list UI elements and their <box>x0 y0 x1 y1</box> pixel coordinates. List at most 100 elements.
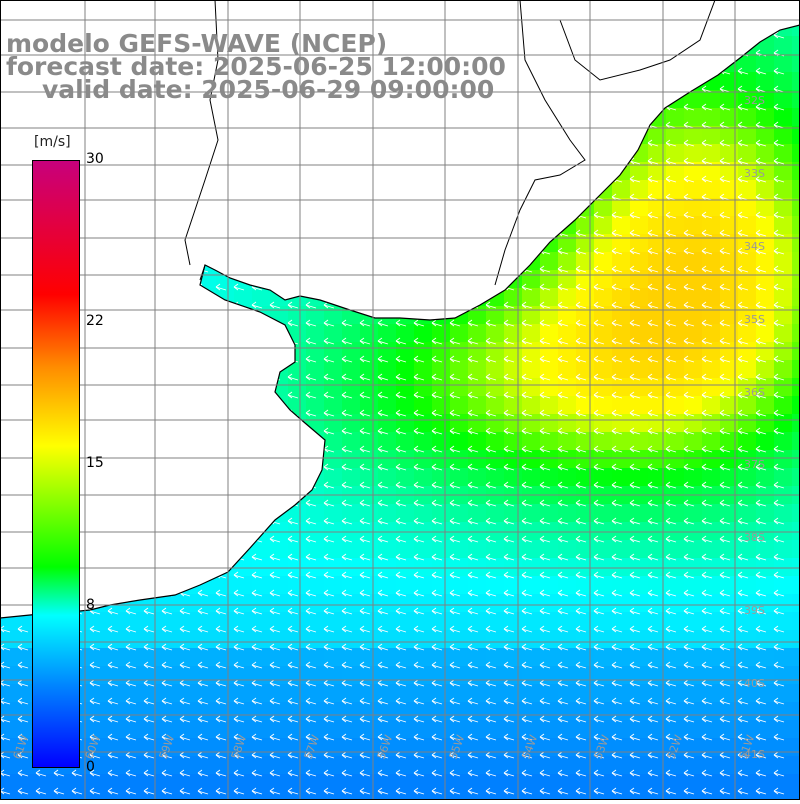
wind-arrow <box>485 769 497 777</box>
wind-arrow <box>683 607 695 615</box>
field-cell <box>738 558 756 576</box>
wind-arrow <box>647 715 659 723</box>
wind-arrow <box>521 787 533 795</box>
field-cell <box>792 108 800 126</box>
wind-arrow <box>305 535 317 543</box>
wind-arrow <box>755 697 767 705</box>
field-cell <box>756 72 774 90</box>
field-cell <box>486 648 504 666</box>
field-cell <box>612 648 630 666</box>
wind-arrow <box>359 463 371 471</box>
field-cell <box>630 198 648 216</box>
legend-tick-22: 22 <box>86 313 104 330</box>
wind-arrow <box>521 499 533 507</box>
wind-arrow <box>341 517 353 525</box>
field-cell <box>306 720 324 738</box>
wind-arrow <box>503 445 515 453</box>
field-cell <box>522 288 540 306</box>
field-cell <box>630 468 648 486</box>
field-cell <box>342 720 360 738</box>
wind-arrow <box>737 301 749 309</box>
field-cell <box>396 450 414 468</box>
field-cell <box>378 342 396 360</box>
field-cell <box>594 216 612 234</box>
wind-arrow <box>71 787 83 795</box>
field-cell <box>774 612 792 630</box>
field-cell <box>648 378 666 396</box>
wind-arrow <box>647 607 659 615</box>
wind-arrow <box>755 625 767 633</box>
wind-arrow <box>701 103 713 111</box>
field-cell <box>162 684 180 702</box>
wind-arrow <box>449 625 461 633</box>
wind-arrow <box>647 391 659 399</box>
wind-arrow <box>503 589 515 597</box>
wind-arrow <box>755 265 767 273</box>
field-cell <box>612 540 630 558</box>
field-cell <box>324 342 342 360</box>
wind-arrow <box>53 769 65 777</box>
wind-arrow <box>323 535 335 543</box>
field-cell <box>468 558 486 576</box>
field-cell <box>720 216 738 234</box>
wind-arrow <box>575 391 587 399</box>
wind-arrow <box>773 607 785 615</box>
field-cell <box>630 162 648 180</box>
wind-arrow <box>665 373 677 381</box>
wind-arrow <box>449 427 461 435</box>
field-cell <box>702 684 720 702</box>
wind-arrow <box>557 715 569 723</box>
wind-arrow <box>665 247 677 255</box>
wind-arrow <box>413 427 425 435</box>
field-cell <box>612 684 630 702</box>
wind-arrow <box>125 625 137 633</box>
field-cell <box>666 630 684 648</box>
wind-arrow <box>395 409 407 417</box>
field-cell <box>414 630 432 648</box>
wind-arrow <box>575 661 587 669</box>
field-cell <box>486 612 504 630</box>
field-cell <box>792 126 800 144</box>
wind-arrow <box>503 355 515 363</box>
wind-arrow <box>773 463 785 471</box>
wind-arrow <box>251 301 263 309</box>
wind-arrow <box>287 715 299 723</box>
field-cell <box>558 522 576 540</box>
field-cell <box>306 396 324 414</box>
wind-arrow <box>251 661 263 669</box>
wind-arrow <box>773 733 785 741</box>
wind-arrow <box>449 643 461 651</box>
field-cell <box>594 432 612 450</box>
field-cell <box>288 522 306 540</box>
field-cell <box>468 756 486 774</box>
field-cell <box>594 612 612 630</box>
wind-arrow <box>467 517 479 525</box>
wind-arrow <box>449 391 461 399</box>
field-cell <box>792 72 800 90</box>
field-cell <box>720 558 738 576</box>
field-cell <box>702 360 720 378</box>
field-cell <box>684 396 702 414</box>
wind-arrow <box>683 553 695 561</box>
wind-arrow <box>449 535 461 543</box>
field-cell <box>756 180 774 198</box>
wind-arrow <box>449 589 461 597</box>
wind-arrow <box>629 409 641 417</box>
field-cell <box>702 450 720 468</box>
wind-arrow <box>485 373 497 381</box>
wind-arrow <box>575 427 587 435</box>
wind-arrow <box>197 625 209 633</box>
field-cell <box>486 432 504 450</box>
field-cell <box>180 720 198 738</box>
wind-arrow <box>233 697 245 705</box>
field-cell <box>324 756 342 774</box>
wind-arrow <box>683 589 695 597</box>
wind-arrow <box>701 373 713 381</box>
wind-arrow <box>251 769 263 777</box>
field-cell <box>756 252 774 270</box>
field-cell <box>756 432 774 450</box>
wind-arrow <box>719 571 731 579</box>
field-cell <box>720 540 738 558</box>
wind-arrow <box>161 769 173 777</box>
